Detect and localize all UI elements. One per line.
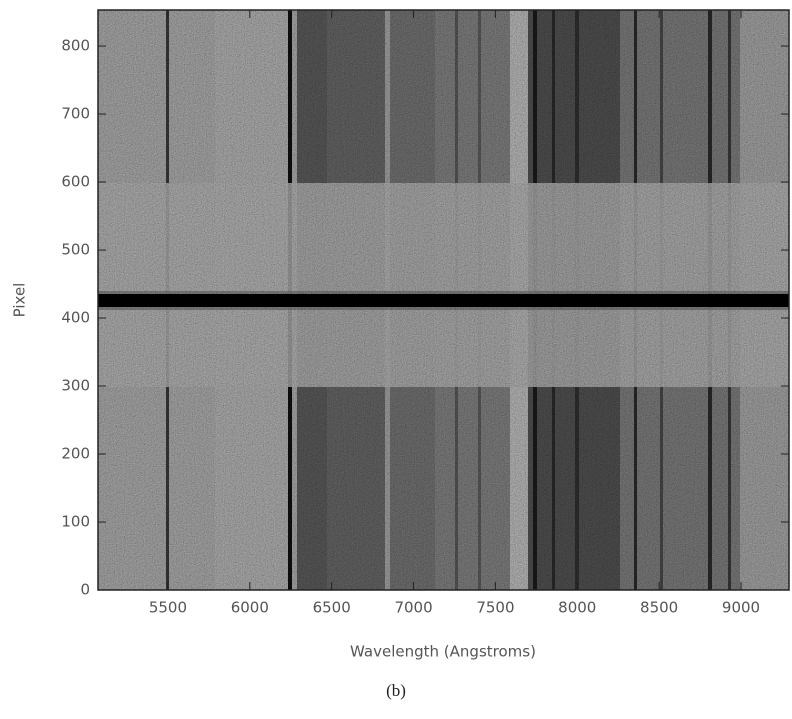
y-tick-label: 600 [61, 173, 90, 191]
y-tick-label: 100 [61, 513, 90, 531]
y-axis-label: Pixel [11, 283, 29, 318]
x-axis-label: Wavelength (Angstroms) [350, 643, 536, 661]
y-tick-label: 0 [80, 581, 90, 599]
x-tick-label: 9000 [722, 599, 760, 617]
x-tick-label: 8500 [640, 599, 678, 617]
trace-halo [98, 307, 789, 310]
x-tick-label: 6000 [231, 599, 269, 617]
spectrum-image [98, 10, 789, 590]
x-tick-label: 7500 [476, 599, 514, 617]
y-tick-label: 200 [61, 445, 90, 463]
trace-halo [98, 291, 789, 294]
y-tick-label: 300 [61, 377, 90, 395]
y-tick-label: 400 [61, 309, 90, 327]
x-tick-label: 5500 [149, 599, 187, 617]
y-tick-label: 700 [61, 105, 90, 123]
x-tick-label: 8000 [558, 599, 596, 617]
y-tick-label: 800 [61, 37, 90, 55]
plot-frame [97, 9, 790, 591]
x-tick-label: 7000 [394, 599, 432, 617]
image-texture [98, 10, 789, 590]
x-tick-label: 6500 [313, 599, 351, 617]
y-tick-label: 500 [61, 241, 90, 259]
sky-region [98, 183, 789, 387]
trace [98, 294, 789, 307]
caption: (b) [386, 681, 406, 700]
